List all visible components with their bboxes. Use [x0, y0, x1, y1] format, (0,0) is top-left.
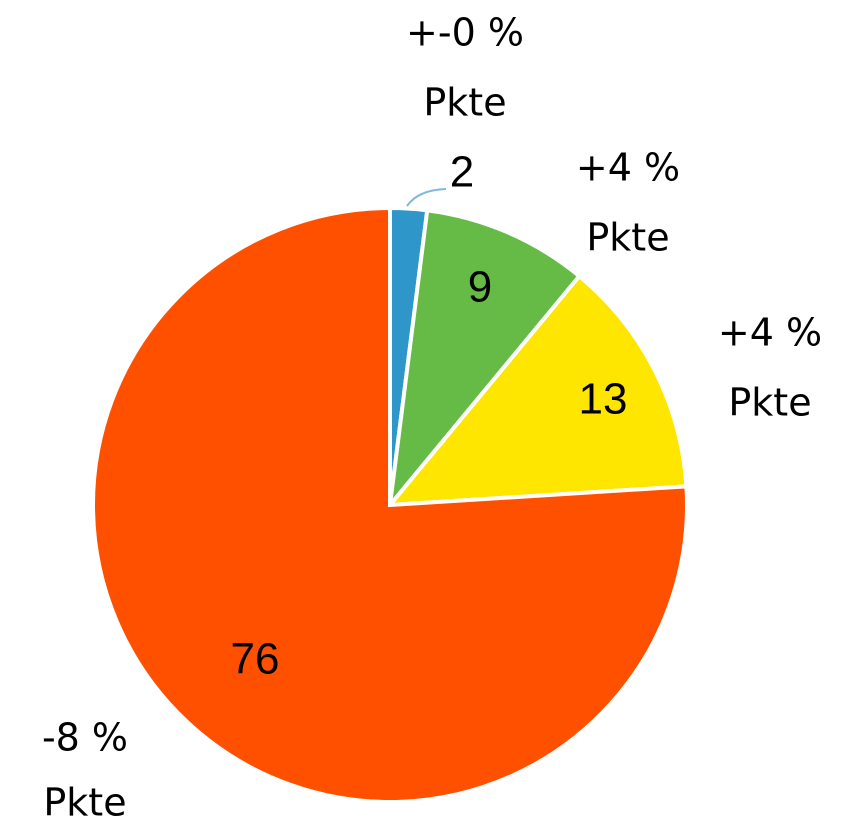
pie-slice — [385, 273, 689, 508]
annotation: +4 % — [718, 311, 822, 355]
data-label: 2 — [450, 148, 474, 197]
annotation: +4 % — [576, 146, 680, 190]
data-label: 9 — [468, 263, 492, 312]
pie-slice — [387, 208, 583, 512]
data-label: 76 — [231, 635, 280, 684]
annotation: +-0 % — [406, 11, 524, 55]
annotation: Pkte — [423, 81, 506, 125]
pie-slice — [91, 205, 689, 804]
annotation: -8 % — [42, 716, 128, 760]
annotation: Pkte — [43, 781, 126, 825]
annotation: Pkte — [586, 216, 669, 260]
data-label: 13 — [579, 375, 628, 424]
leader-line — [406, 188, 447, 207]
annotation: Pkte — [728, 381, 811, 425]
